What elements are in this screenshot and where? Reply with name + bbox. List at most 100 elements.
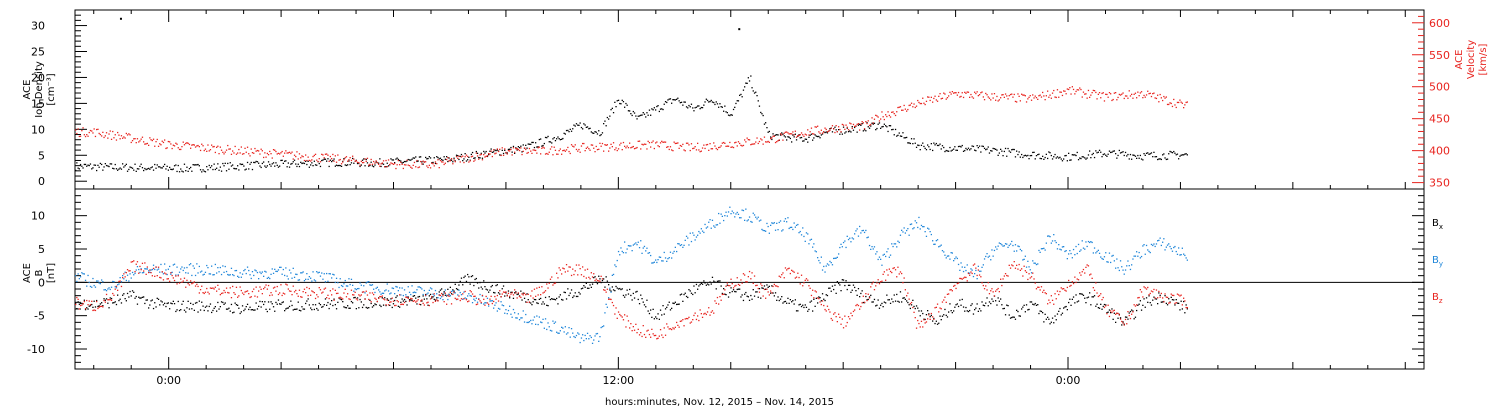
bx-point — [778, 299, 780, 302]
bz-point — [773, 283, 775, 286]
bx-point — [578, 291, 580, 294]
ion-density-point — [1004, 147, 1007, 150]
ion-density-point — [103, 166, 105, 168]
ion-density-point — [335, 164, 338, 166]
bz-point — [280, 284, 282, 286]
velocity-point — [1018, 95, 1020, 97]
velocity-point — [480, 153, 482, 156]
ion-density-point — [871, 122, 873, 124]
ion-density-point — [635, 115, 637, 117]
velocity-point — [1123, 97, 1125, 100]
velocity-point — [511, 154, 513, 156]
bx-point — [536, 302, 538, 304]
bx-point — [1181, 308, 1183, 310]
ion-density-point — [84, 163, 87, 166]
ion-density-point — [641, 114, 643, 116]
bx-point — [1164, 295, 1166, 297]
velocity-point — [93, 128, 95, 130]
by-point — [533, 316, 536, 318]
bx-point — [129, 290, 131, 293]
ion-density-point — [812, 139, 814, 141]
by-point — [493, 307, 495, 309]
ion-density-point — [379, 158, 381, 160]
velocity-point — [928, 96, 930, 98]
velocity-point — [256, 149, 259, 152]
bz-point — [475, 303, 477, 306]
bz-point — [944, 296, 946, 298]
ion-density-point — [290, 163, 292, 165]
bz-point — [1152, 291, 1154, 293]
by-point — [376, 286, 378, 288]
bx-point — [674, 301, 676, 303]
bx-point — [661, 314, 663, 316]
by-point — [277, 269, 280, 271]
bz-point — [604, 289, 606, 291]
by-point — [253, 274, 255, 277]
by-point — [332, 273, 334, 275]
by-point — [114, 286, 116, 288]
by-point — [170, 273, 172, 275]
by-point — [606, 306, 608, 308]
velocity-point — [778, 139, 780, 141]
velocity-point — [313, 154, 315, 157]
bz-point — [108, 299, 110, 301]
bz-point — [1116, 312, 1118, 314]
ion-density-point — [277, 166, 280, 168]
by-point — [516, 317, 518, 319]
ion-density-point — [564, 133, 566, 135]
velocity-point — [814, 126, 816, 128]
ion-density-point — [974, 149, 976, 151]
ion-density-point — [846, 127, 848, 129]
velocity-point — [561, 153, 563, 155]
velocity-point — [724, 142, 726, 144]
ion-density-point — [919, 149, 921, 151]
by-point — [718, 212, 720, 215]
bx-point — [767, 286, 769, 288]
by-point — [201, 270, 203, 272]
velocity-point — [948, 95, 950, 97]
ion-density-point — [217, 163, 219, 165]
bx-point — [1183, 300, 1185, 303]
bx-point — [727, 296, 730, 298]
bz-point — [669, 328, 672, 330]
by-point — [969, 272, 971, 274]
velocity-point — [1044, 99, 1046, 101]
bx-point — [474, 278, 476, 281]
by-point — [562, 327, 564, 329]
velocity-point — [467, 155, 469, 158]
bz-point — [956, 282, 958, 285]
by-point — [1051, 240, 1054, 242]
velocity-point — [700, 150, 702, 152]
velocity-point — [909, 104, 911, 106]
ion-density-point — [694, 107, 696, 109]
bx-point — [714, 281, 716, 283]
velocity-point — [1175, 106, 1177, 109]
velocity-point — [1121, 93, 1123, 95]
by-point — [342, 285, 344, 288]
velocity-point — [617, 148, 620, 150]
velocity-point — [977, 95, 979, 97]
velocity-point — [767, 140, 769, 143]
bx-point — [155, 306, 157, 308]
velocity-point — [1185, 101, 1187, 104]
bx-point — [924, 318, 926, 321]
bz-point — [792, 270, 794, 272]
bx-point — [981, 301, 983, 303]
bx-point — [678, 303, 680, 305]
velocity-point — [839, 128, 841, 131]
bz-point — [480, 301, 482, 304]
ion-density-point — [1124, 151, 1127, 154]
by-point — [938, 246, 940, 248]
bz-point — [335, 292, 338, 295]
bz-point — [263, 288, 265, 290]
velocity-point — [177, 147, 179, 149]
by-point — [537, 323, 539, 326]
ion-density-point — [258, 162, 260, 164]
by-point — [672, 252, 674, 254]
ion-density-point — [318, 162, 320, 165]
ion-density-point — [873, 122, 876, 124]
bx-point — [150, 300, 152, 302]
by-point — [102, 281, 104, 283]
bx-point — [809, 301, 811, 303]
bx-point — [266, 310, 268, 313]
